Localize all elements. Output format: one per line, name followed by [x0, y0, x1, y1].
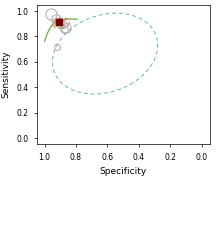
X-axis label: Specificity: Specificity [100, 167, 147, 176]
Y-axis label: Sensitivity: Sensitivity [2, 51, 11, 98]
